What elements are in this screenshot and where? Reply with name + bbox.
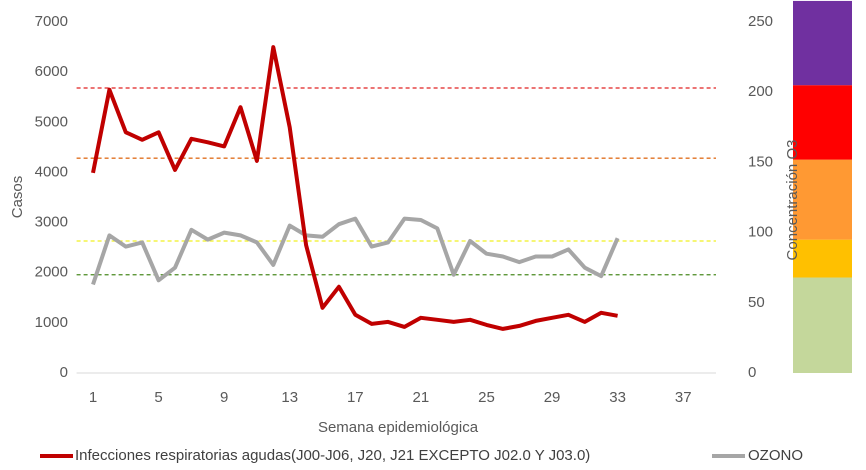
y-axis-title: Casos [9, 176, 26, 219]
x-tick-label: 21 [413, 389, 430, 406]
x-tick-label: 17 [347, 389, 364, 406]
legend-label: Infecciones respiratorias agudas(J00-J06… [75, 447, 590, 464]
y-tick-label: 3000 [35, 214, 68, 231]
scale-band [793, 239, 852, 278]
x-tick-label: 13 [281, 389, 298, 406]
x-tick-label: 5 [154, 389, 162, 406]
y-tick-label: 2000 [35, 264, 68, 281]
series-line [91, 45, 618, 331]
y2-axis-title: Concentración O3 [784, 140, 801, 261]
y-tick-label: 7000 [35, 13, 68, 30]
series-line [91, 216, 620, 286]
scale-band [793, 159, 852, 240]
scale-band [793, 277, 852, 373]
x-tick-label: 33 [609, 389, 626, 406]
y2-tick-label: 0 [748, 364, 756, 381]
x-tick-label: 9 [220, 389, 228, 406]
y2-tick-label: 100 [748, 224, 773, 241]
x-tick-label: 37 [675, 389, 692, 406]
y2-tick-label: 150 [748, 153, 773, 170]
y-tick-label: 1000 [35, 314, 68, 331]
x-axis-title: Semana epidemiológica [318, 419, 479, 436]
x-tick-label: 29 [544, 389, 561, 406]
scale-band [793, 85, 852, 160]
scale-band [793, 0, 852, 86]
y-tick-label: 0 [60, 364, 68, 381]
y2-tick-label: 50 [748, 294, 765, 311]
x-tick-label: 1 [89, 389, 97, 406]
y-tick-label: 5000 [35, 113, 68, 130]
legend-label: OZONO [748, 447, 803, 464]
x-tick-label: 25 [478, 389, 495, 406]
y-tick-label: 6000 [35, 63, 68, 80]
y2-tick-label: 250 [748, 13, 773, 30]
y-tick-label: 4000 [35, 163, 68, 180]
y2-tick-label: 200 [748, 83, 773, 100]
